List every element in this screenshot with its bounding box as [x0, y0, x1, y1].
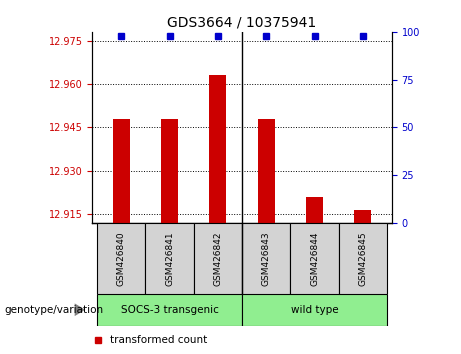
Bar	[97, 223, 145, 294]
Text: GSM426843: GSM426843	[262, 231, 271, 286]
Bar	[339, 223, 387, 294]
Polygon shape	[75, 303, 85, 316]
Bar	[113, 119, 130, 223]
Title: GDS3664 / 10375941: GDS3664 / 10375941	[167, 15, 317, 29]
Text: wild type: wild type	[291, 305, 338, 315]
Bar	[161, 119, 178, 223]
Bar	[290, 223, 339, 294]
Bar	[306, 197, 323, 223]
Text: GSM426840: GSM426840	[117, 231, 126, 286]
Bar	[97, 294, 242, 326]
Bar	[145, 223, 194, 294]
Bar	[242, 294, 387, 326]
Text: GSM426845: GSM426845	[358, 231, 367, 286]
Text: transformed count: transformed count	[110, 335, 207, 344]
Text: GSM426844: GSM426844	[310, 231, 319, 286]
Text: genotype/variation: genotype/variation	[5, 305, 104, 315]
Bar	[242, 223, 290, 294]
Text: GSM426842: GSM426842	[213, 231, 222, 286]
Text: SOCS-3 transgenic: SOCS-3 transgenic	[121, 305, 219, 315]
Bar	[258, 119, 275, 223]
Bar	[194, 223, 242, 294]
Bar	[355, 210, 371, 223]
Text: GSM426841: GSM426841	[165, 231, 174, 286]
Bar	[209, 75, 226, 223]
